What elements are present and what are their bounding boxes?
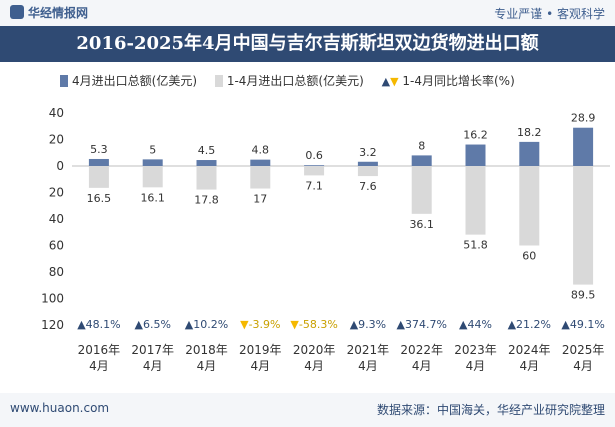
- data-label-cumulative: 89.5: [571, 289, 596, 302]
- data-label-cumulative: 7.6: [359, 180, 377, 193]
- bar-cumulative: [465, 166, 486, 235]
- y-tick-label: 0: [56, 159, 64, 173]
- x-tick-label: 2023年 4月: [454, 343, 497, 373]
- bar-monthly: [573, 127, 594, 166]
- data-label-monthly: 4.5: [198, 144, 216, 157]
- bar-monthly: [142, 159, 163, 166]
- brand-logo-icon: [10, 5, 24, 19]
- x-tick-label: 2019年 4月: [239, 343, 282, 373]
- x-tick-label: 2020年 4月: [293, 343, 336, 373]
- bar-monthly: [250, 159, 271, 166]
- data-label-cumulative: 51.8: [463, 239, 488, 252]
- legend: 4月进出口总额(亿美元) 1-4月进出口总额(亿美元) ▲▼ 1-4月同比增长率…: [60, 72, 529, 89]
- data-label-monthly: 8: [418, 139, 425, 152]
- x-tick-label: 2021年 4月: [347, 343, 390, 373]
- growth-label: ▲49.1%: [561, 318, 604, 331]
- bar-monthly: [465, 144, 486, 166]
- x-tick-label: 2025年 4月: [562, 343, 605, 373]
- data-label-monthly: 4.8: [252, 144, 270, 157]
- growth-label: ▲9.3%: [350, 318, 386, 331]
- chart-title: 2016-2025年4月中国与吉尔吉斯斯坦双边货物进出口额: [0, 26, 615, 62]
- growth-label: ▲374.7%: [396, 318, 446, 331]
- data-label-cumulative: 60: [522, 250, 536, 263]
- bar-monthly: [519, 141, 540, 166]
- y-tick-label: 40: [49, 212, 64, 226]
- x-tick-label: 2024年 4月: [508, 343, 551, 373]
- legend-label-growth: 1-4月同比增长率(%): [402, 74, 515, 88]
- growth-label: ▼-3.9%: [240, 318, 280, 331]
- bar-cumulative: [142, 166, 163, 188]
- bar-monthly: [196, 160, 217, 166]
- bar-cumulative: [250, 166, 271, 189]
- bar-cumulative: [196, 166, 217, 190]
- x-tick-label: 2016年 4月: [78, 343, 121, 373]
- data-label-monthly: 18.2: [517, 126, 542, 139]
- y-tick-label: 20: [49, 186, 64, 200]
- data-label-cumulative: 17.8: [194, 194, 219, 207]
- legend-item-cumulative: 1-4月进出口总额(亿美元): [214, 72, 364, 89]
- data-label-cumulative: 16.5: [87, 192, 112, 205]
- data-label-monthly: 5.3: [90, 143, 108, 156]
- bar-cumulative: [357, 166, 378, 177]
- y-tick-label: 40: [49, 106, 64, 120]
- y-tick-label: 20: [49, 133, 64, 147]
- data-label-cumulative: 36.1: [409, 218, 434, 231]
- y-tick-label: 60: [49, 239, 64, 253]
- bar-chart: 40 20 0 20 40 60 80 100 120 5.3 16.5 ▲48.1% 2016年 4月 5…: [41, 106, 610, 373]
- footer: www.huaon.com 数据来源：中国海关，华经产业研究院整理: [0, 393, 615, 427]
- x-tick-label: 2018年 4月: [185, 343, 228, 373]
- brand: 华经情报网: [10, 4, 88, 21]
- growth-label: ▼-58.3%: [290, 318, 337, 331]
- legend-label-monthly: 4月进出口总额(亿美元): [72, 74, 197, 88]
- bar-cumulative: [304, 166, 325, 176]
- data-label-monthly: 28.9: [571, 112, 596, 125]
- data-label-monthly: 5: [149, 143, 156, 156]
- data-label-cumulative: 7.1: [305, 179, 323, 192]
- brand-name: 华经情报网: [28, 6, 89, 20]
- growth-label: ▲48.1%: [77, 318, 120, 331]
- x-tick-label: 2022年 4月: [400, 343, 443, 373]
- legend-swatch-cumulative: [214, 75, 223, 87]
- bar-cumulative: [411, 166, 432, 214]
- y-tick-label: 80: [49, 265, 64, 279]
- header-tags: 专业严谨 • 客观科学: [494, 7, 605, 21]
- y-tick-label: 120: [41, 318, 64, 332]
- data-label-monthly: 3.2: [359, 146, 377, 159]
- bar-monthly: [304, 165, 325, 166]
- bar-monthly: [411, 155, 432, 166]
- bar-cumulative: [88, 166, 109, 188]
- legend-label-cumulative: 1-4月进出口总额(亿美元): [226, 74, 364, 88]
- growth-label: ▲6.5%: [134, 318, 170, 331]
- data-label-monthly: 0.6: [305, 149, 323, 162]
- data-label-monthly: 16.2: [463, 129, 488, 142]
- bar-cumulative: [573, 166, 594, 285]
- bar-monthly: [88, 158, 109, 166]
- bar-cumulative: [519, 166, 540, 246]
- footer-source: 数据来源：中国海关，华经产业研究院整理: [376, 403, 605, 417]
- legend-item-growth: ▲▼ 1-4月同比增长率(%): [382, 72, 515, 89]
- x-tick-label: 2017年 4月: [131, 343, 174, 373]
- data-label-cumulative: 17: [253, 193, 267, 206]
- bar-monthly: [357, 161, 378, 166]
- growth-label: ▲10.2%: [185, 318, 228, 331]
- y-tick-label: 100: [41, 292, 64, 306]
- legend-item-monthly: 4月进出口总额(亿美元): [60, 72, 197, 89]
- top-bar: 华经情报网 专业严谨 • 客观科学: [0, 0, 615, 26]
- triangle-down-icon: ▼: [390, 75, 399, 88]
- growth-label: ▲21.2%: [508, 318, 551, 331]
- triangle-up-icon: ▲: [381, 75, 391, 88]
- footer-site: www.huaon.com: [10, 401, 110, 415]
- legend-swatch-monthly: [60, 75, 68, 87]
- data-label-cumulative: 16.1: [140, 191, 165, 204]
- growth-label: ▲44%: [459, 318, 492, 331]
